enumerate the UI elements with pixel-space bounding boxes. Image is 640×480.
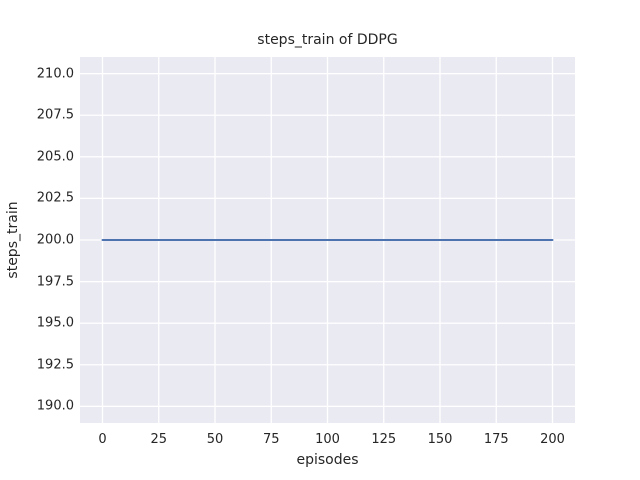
x-tick-label: 0 [98, 432, 107, 447]
x-tick-label: 150 [427, 432, 453, 447]
x-tick-label: 175 [483, 432, 509, 447]
x-axis-label: episodes [296, 452, 359, 468]
plot-area [80, 57, 575, 423]
y-tick-label: 192.5 [36, 357, 74, 373]
y-tick-label: 207.5 [36, 107, 74, 123]
y-tick-label: 190.0 [36, 398, 74, 414]
y-tick-label: 200.0 [36, 232, 74, 248]
y-tick-label: 195.0 [36, 315, 74, 331]
x-tick-label: 25 [150, 432, 168, 447]
y-tick-label: 210.0 [36, 66, 74, 82]
y-tick-label: 202.5 [36, 190, 74, 206]
y-tick-label: 205.0 [36, 149, 74, 165]
plot-canvas [80, 57, 575, 423]
x-tick-label: 50 [206, 432, 224, 447]
x-tick-label: 200 [540, 432, 565, 447]
chart-title: steps_train of DDPG [257, 32, 398, 48]
x-tick-label: 125 [371, 432, 397, 447]
x-tick-label: 100 [315, 432, 340, 447]
y-tick-label: 197.5 [36, 274, 74, 290]
x-tick-label: 75 [262, 432, 280, 447]
